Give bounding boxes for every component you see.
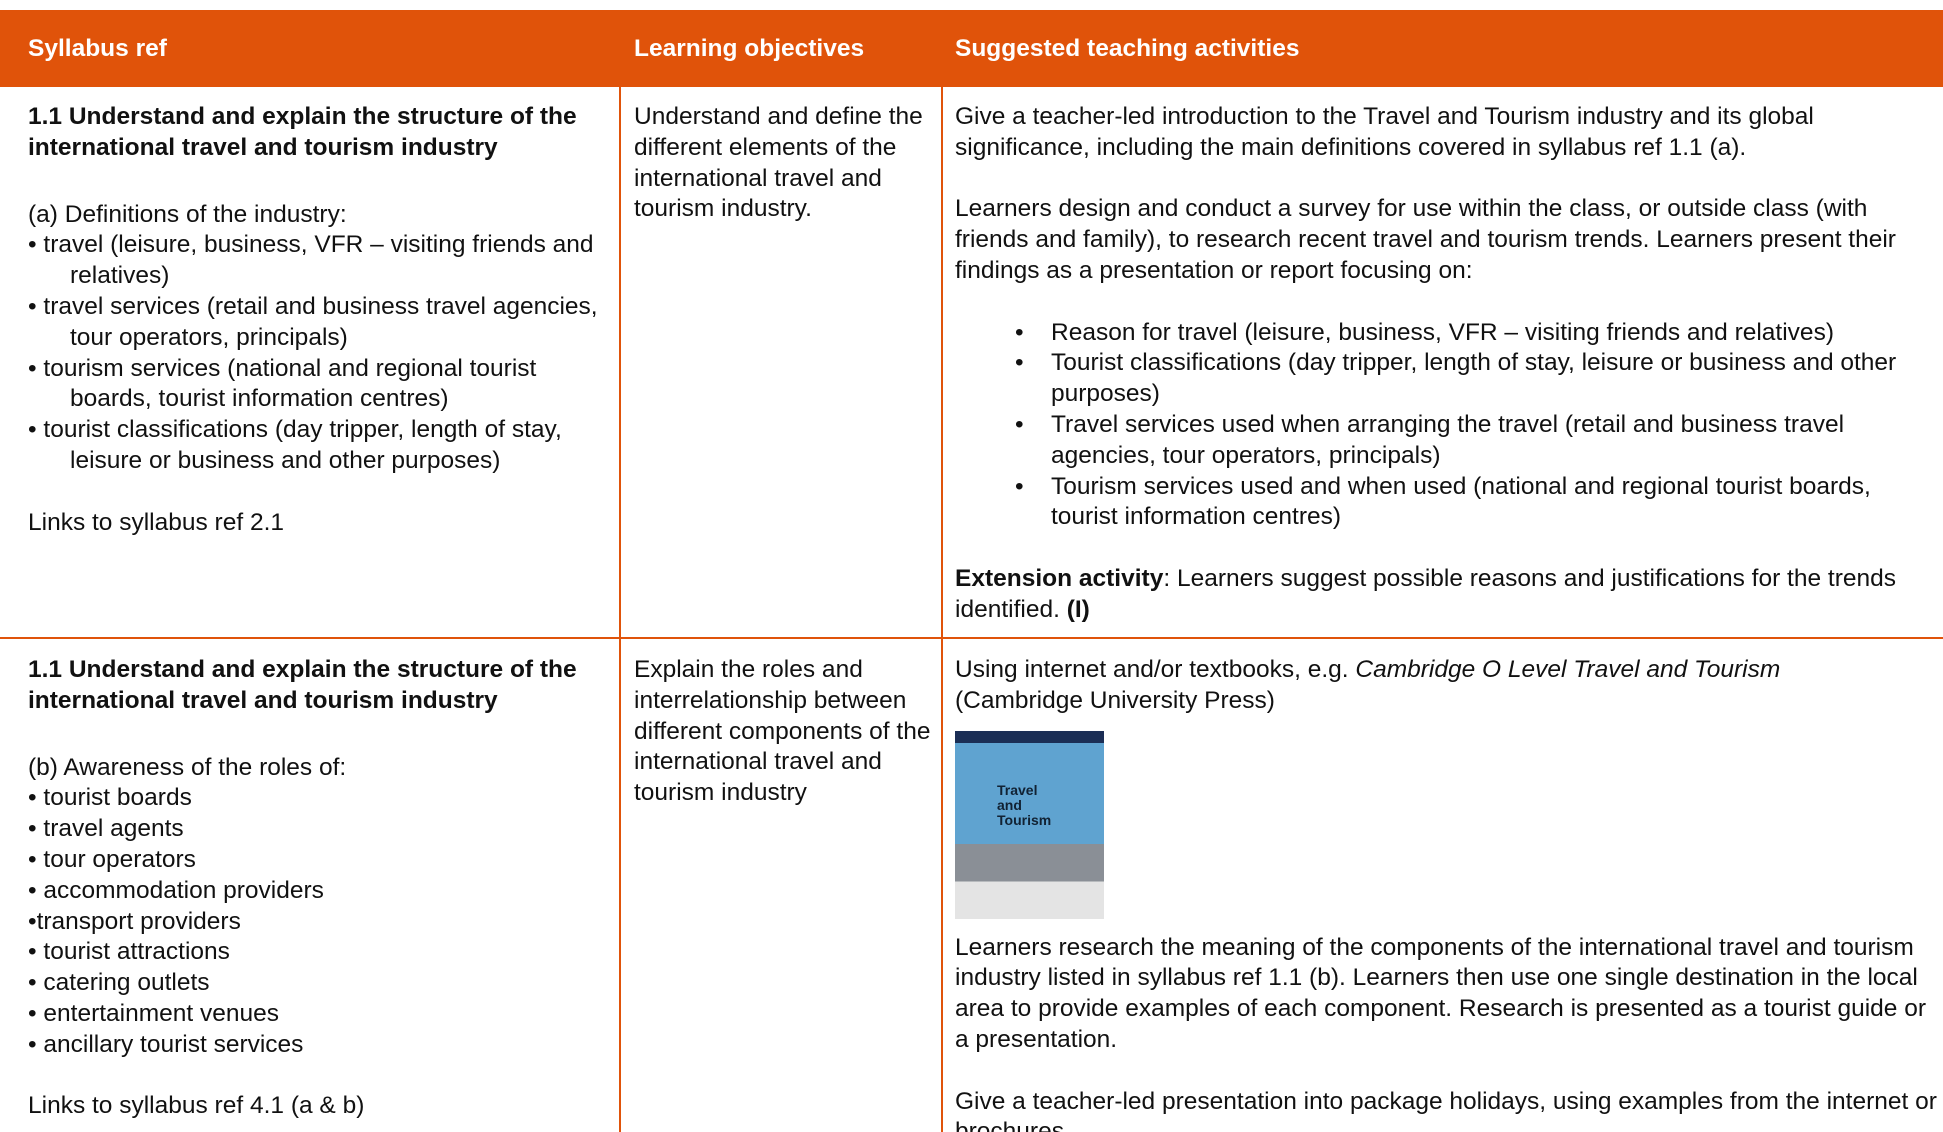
reference: Using internet and/or textbooks, e.g. Ca… [955,655,1943,717]
header-cell: Suggested teaching activities [955,35,1300,62]
syllabus-links: Links to syllabus ref 4.1 (a & b) [28,1092,365,1120]
row-border [0,637,1943,639]
objective-cell: Explain the roles and interrelationship … [634,655,934,809]
syllabus-intro: (b) Awareness of the roles of: [28,753,347,781]
header-cell: Syllabus ref [28,35,167,62]
syllabus-item: • ancillary tourist services [28,1030,304,1058]
syllabus-intro: (a) Definitions of the industry: [28,200,347,228]
bullet-item: Tourism services used and when used (nat… [955,472,1943,534]
extension: Extension activity: Learners suggest pos… [955,564,1943,626]
header-bar: Syllabus ref Learning objectives Suggest… [0,10,1943,87]
syllabus-title: 1.1 Understand and explain the structure… [28,103,577,161]
activities-cell: Using internet and/or textbooks, e.g. Ca… [955,655,1943,1132]
objective-text: Explain the roles and interrelationship … [634,656,931,807]
column-border [941,87,943,1132]
extension-tag: (I) [1066,595,1090,623]
extension-text: : Learners suggest possible reasons and … [955,564,1897,623]
activity-paragraph: Learners research the meaning of the com… [955,933,1927,1053]
activities-cell: Give a teacher-led introduction to the T… [955,102,1943,626]
column-border [619,87,621,1132]
objective-cell: Understand and define the different elem… [634,102,934,225]
book-cover: Travel and Tourism [955,730,1104,919]
syllabus-cell: 1.1 Understand and explain the structure… [28,655,608,1122]
syllabus-links: Links to syllabus ref 2.1 [28,508,285,536]
activity-paragraph: Learners design and conduct a survey for… [955,195,1896,284]
syllabus-cell: 1.1 Understand and explain the structure… [28,102,608,538]
bullet-list: Reason for travel (leisure, business, VF… [955,318,1943,534]
book-title: Cambridge O Level Travel and Tourism [1355,656,1781,683]
syllabus-item: •transport providers [28,907,241,935]
extension-label: Extension activity [955,564,1164,592]
objective-text: Understand and define the different elem… [634,103,923,223]
syllabus-item: • tourism services (national and regiona… [28,354,537,413]
syllabus-item: • accommodation providers [28,876,324,904]
syllabus-item: • entertainment venues [28,999,280,1027]
syllabus-item: • travel agents [28,815,184,843]
reference-text: Using internet and/or textbooks, e.g. [955,656,1356,683]
syllabus-item: • travel services (retail and business t… [28,292,598,351]
syllabus-item: • tourist boards [28,784,192,812]
bullet-item: Tourist classifications (day tripper, le… [955,348,1943,410]
syllabus-title: 1.1 Understand and explain the structure… [28,656,577,714]
activity-paragraph: Give a teacher-led introduction to the T… [955,103,1814,161]
syllabus-item: • catering outlets [28,969,210,997]
reference-text: (Cambridge University Press) [955,686,1275,714]
bullet-item: Travel services used when arranging the … [955,410,1943,472]
bullet-item: Reason for travel (leisure, business, VF… [955,318,1943,349]
syllabus-item: • tourist attractions [28,938,230,966]
cover-title: Travel and Tourism [997,781,1052,828]
activity-paragraph: Give a teacher-led presentation into pac… [955,1087,1937,1132]
header-cell: Learning objectives [634,35,865,62]
syllabus-item: • tour operators [28,845,196,873]
syllabus-item: • travel (leisure, business, VFR – visit… [28,231,594,290]
syllabus-item: • tourist classifications (day tripper, … [28,416,562,474]
